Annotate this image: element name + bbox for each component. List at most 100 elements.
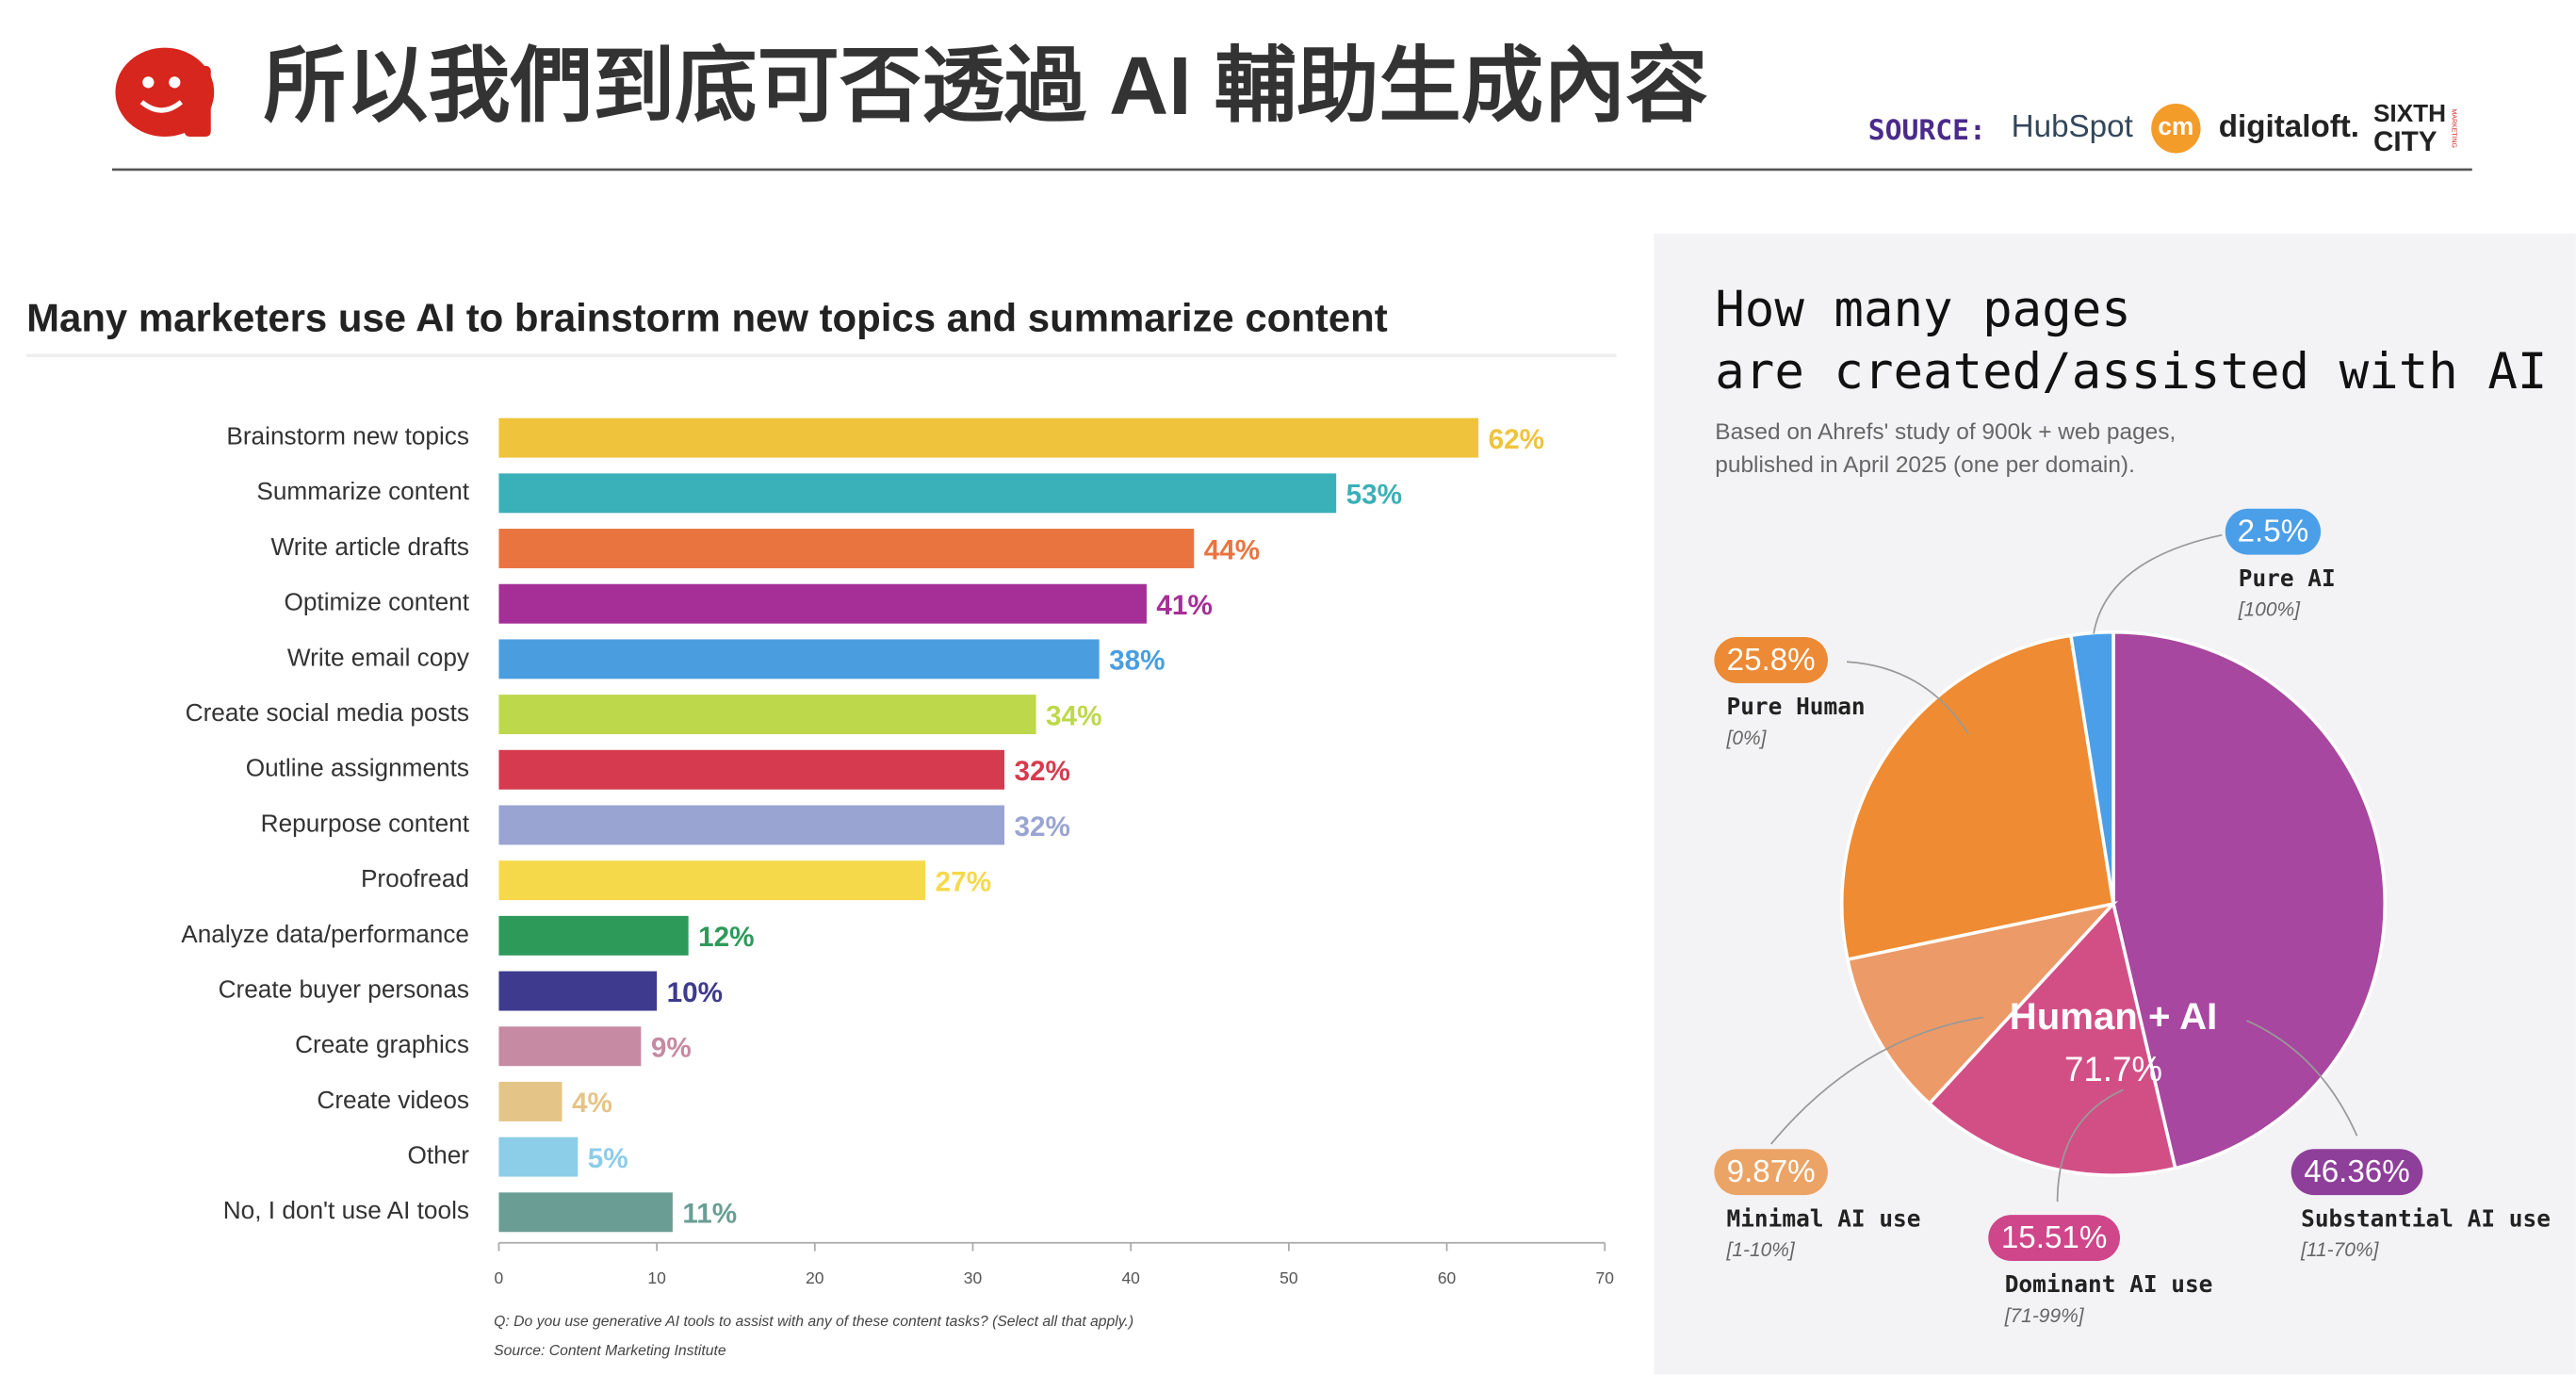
bar	[498, 971, 658, 1011]
y-tick-label: Repurpose content	[261, 809, 470, 837]
value-label: 5%	[588, 1143, 628, 1174]
bar	[498, 417, 1479, 458]
bar	[498, 1026, 642, 1067]
bar	[498, 1137, 579, 1177]
source-logo: HubSpot	[2012, 109, 2133, 144]
slice-range: [100%]	[2238, 599, 2301, 621]
x-tick-label: 60	[1438, 1268, 1457, 1287]
pie-slice	[2068, 630, 2115, 905]
bar	[498, 915, 689, 956]
source-logo: MARKETING	[2451, 109, 2457, 148]
footnote: Q: Do you use generative AI tools to ass…	[494, 1314, 1133, 1330]
value-label: 10%	[667, 977, 723, 1008]
value-label: 32%	[1015, 756, 1070, 787]
y-tick-label: Create buyer personas	[219, 974, 469, 1003]
value-label: 11%	[682, 1199, 737, 1230]
bar	[498, 529, 1195, 568]
source-logo: digitaloft.	[2219, 109, 2359, 144]
slice-range: [0%]	[1726, 728, 1768, 749]
y-tick-label: Create videos	[317, 1086, 469, 1114]
value-label: 2.5%	[2238, 515, 2309, 549]
x-tick-label: 0	[495, 1268, 504, 1287]
slice-name: Minimal AI use	[1727, 1204, 1921, 1232]
value-label: 4%	[572, 1088, 612, 1119]
source-logo: cm	[2158, 112, 2193, 140]
chart-title: are created/assisted with AI	[1715, 343, 2547, 401]
label-pill	[1988, 1215, 2120, 1262]
center-label: Human + AI	[2010, 995, 2218, 1038]
y-tick-label: Outline assignments	[246, 754, 469, 782]
value-label: 34%	[1046, 700, 1101, 731]
y-tick-label: Proofread	[361, 864, 469, 892]
source-label: SOURCE:	[1868, 114, 1986, 147]
leader-line	[2093, 533, 2223, 634]
source-logo: SIXTH	[2373, 99, 2446, 127]
value-label: 44%	[1204, 534, 1260, 565]
bar	[498, 749, 1005, 790]
slice-name: Dominant AI use	[2005, 1270, 2213, 1298]
label-pill	[1714, 636, 1828, 683]
value-label: 15.51%	[2001, 1220, 2108, 1255]
bar	[498, 473, 1337, 514]
y-tick-label: No, I don't use AI tools	[223, 1196, 469, 1224]
y-tick-label: Summarize content	[256, 477, 469, 505]
value-label: 38%	[1109, 646, 1165, 677]
value-label: 62%	[1489, 424, 1544, 455]
logo	[115, 47, 215, 137]
label-pill	[2225, 508, 2322, 555]
y-tick-label: Write email copy	[287, 643, 470, 671]
y-tick-label: Create graphics	[295, 1030, 469, 1058]
value-label: 53%	[1346, 480, 1402, 511]
slice-range: [71-99%]	[2004, 1305, 2085, 1327]
slice-name: Pure Human	[1727, 693, 1866, 720]
bar	[498, 860, 926, 901]
chart-title: Many marketers use AI to brainstorm new …	[26, 296, 1388, 340]
leader-line	[1769, 1016, 1984, 1145]
label-pill	[2291, 1149, 2423, 1196]
value-label: 25.8%	[1727, 643, 1816, 678]
x-tick-label: 20	[806, 1268, 824, 1287]
slice-range: [11-70%]	[2300, 1239, 2379, 1261]
y-tick-label: Other	[407, 1141, 469, 1170]
footnote: Source: Content Marketing Institute	[494, 1343, 726, 1359]
leader-line	[1846, 661, 1970, 735]
slice-name: Substantial AI use	[2301, 1204, 2551, 1232]
value-label: 41%	[1156, 590, 1212, 621]
slice-name: Pure AI	[2239, 565, 2336, 592]
leader-line	[2246, 1020, 2358, 1137]
y-tick-label: Create social media posts	[186, 698, 469, 727]
x-tick-label: 30	[964, 1268, 983, 1287]
bar	[498, 1081, 562, 1121]
value-label: 32%	[1015, 811, 1070, 843]
logo-circle	[2151, 104, 2201, 154]
y-tick-label: Brainstorm new topics	[226, 422, 469, 450]
bar	[498, 805, 1005, 845]
bar	[498, 639, 1100, 679]
source-logo: CITY	[2373, 126, 2437, 157]
chart-subtitle: published in April 2025 (one per domain)…	[1715, 452, 2135, 478]
x-tick-label: 10	[647, 1268, 666, 1287]
value-label: 27%	[936, 866, 991, 897]
x-tick-label: 40	[1121, 1268, 1140, 1287]
pie-slice	[1845, 901, 2118, 1106]
value-label: 46.36%	[2304, 1154, 2410, 1189]
center-value: 71.7%	[2064, 1050, 2162, 1088]
y-tick-label: Optimize content	[284, 588, 469, 616]
value-label: 9%	[651, 1033, 692, 1064]
x-tick-label: 70	[1596, 1268, 1615, 1287]
label-pill	[1714, 1149, 1828, 1196]
bar	[498, 695, 1036, 735]
chart-title: How many pages	[1715, 281, 2131, 338]
value-label: 12%	[698, 922, 754, 953]
pie-slice	[2111, 630, 2387, 1170]
leader-line	[2056, 1088, 2124, 1203]
x-tick-label: 50	[1280, 1268, 1298, 1287]
slide-title: 所以我們到底可否透過 AI 輔助生成內容	[264, 40, 1708, 132]
pie-slice	[1840, 633, 2115, 962]
chart-subtitle: Based on Ahrefs' study of 900k + web pag…	[1715, 419, 2176, 445]
slice-range: [1-10%]	[1726, 1239, 1796, 1261]
value-label: 9.87%	[1727, 1154, 1816, 1189]
bar	[498, 583, 1147, 624]
